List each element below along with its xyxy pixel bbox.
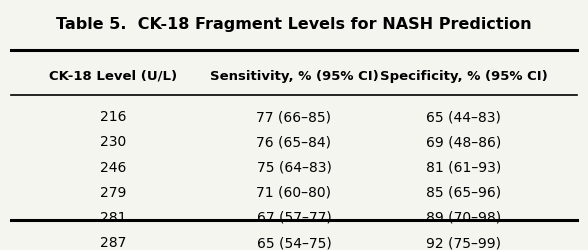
Text: 67 (57–77): 67 (57–77) xyxy=(256,211,332,225)
Text: 71 (60–80): 71 (60–80) xyxy=(256,186,332,200)
Text: 75 (64–83): 75 (64–83) xyxy=(256,160,332,174)
Text: Sensitivity, % (95% CI): Sensitivity, % (95% CI) xyxy=(210,70,378,83)
Text: 92 (75–99): 92 (75–99) xyxy=(426,236,501,250)
Text: Specificity, % (95% CI): Specificity, % (95% CI) xyxy=(380,70,547,83)
Text: 230: 230 xyxy=(100,136,126,149)
Text: 77 (66–85): 77 (66–85) xyxy=(256,110,332,124)
Text: 287: 287 xyxy=(100,236,126,250)
Text: 279: 279 xyxy=(100,186,126,200)
Text: 69 (48–86): 69 (48–86) xyxy=(426,136,501,149)
Text: Table 5.  CK-18 Fragment Levels for NASH Prediction: Table 5. CK-18 Fragment Levels for NASH … xyxy=(56,17,532,32)
Text: 281: 281 xyxy=(100,211,126,225)
Text: 65 (54–75): 65 (54–75) xyxy=(256,236,332,250)
Text: 85 (65–96): 85 (65–96) xyxy=(426,186,501,200)
Text: 89 (70–98): 89 (70–98) xyxy=(426,211,501,225)
Text: 76 (65–84): 76 (65–84) xyxy=(256,136,332,149)
Text: 216: 216 xyxy=(100,110,126,124)
Text: CK-18 Level (U/L): CK-18 Level (U/L) xyxy=(49,70,177,83)
Text: 65 (44–83): 65 (44–83) xyxy=(426,110,501,124)
Text: 81 (61–93): 81 (61–93) xyxy=(426,160,501,174)
Text: 246: 246 xyxy=(100,160,126,174)
